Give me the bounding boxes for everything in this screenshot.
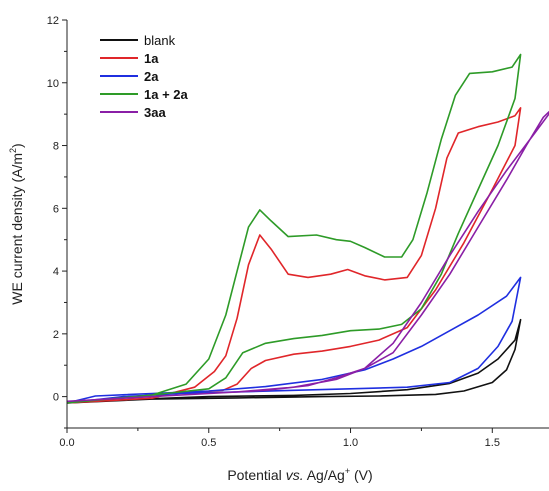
legend: blank 1a 2a 1a + 2a 3aa (100, 33, 189, 120)
series-line-blank (67, 318, 522, 404)
y-tick-label: 2 (53, 329, 59, 341)
y-tick-label: 12 (47, 15, 59, 27)
legend-label: 1a + 2a (144, 87, 189, 102)
series-line-1a (67, 107, 522, 404)
x-axis-title: Potential vs. Ag/Ag+ (V) (227, 466, 372, 483)
axes-layer: 0.0 0.5 1.0 1.5 0 2 4 6 8 10 12 (47, 15, 549, 449)
legend-label: blank (144, 33, 176, 48)
x-tick-label: 0.5 (201, 437, 216, 449)
x-tick-label: 1.0 (343, 437, 358, 449)
y-tick-label: 4 (53, 266, 59, 278)
series-layer (67, 53, 549, 404)
legend-label: 3aa (144, 105, 166, 120)
x-axis-title-part-1: Potential (227, 467, 285, 483)
y-tick-label: 8 (53, 141, 59, 153)
y-tick-label: 0 (53, 392, 59, 404)
y-axis-title-part-1: WE current density (A/m (9, 153, 25, 305)
series-line-3aa (67, 110, 549, 403)
x-tick-label: 1.5 (485, 437, 500, 449)
y-tick-label: 6 (53, 203, 59, 215)
series-line-2a (67, 276, 522, 404)
legend-label: 2a (144, 69, 159, 84)
y-axis-title-superscript: 2 (8, 148, 18, 153)
x-tick-label: 0.0 (59, 437, 74, 449)
legend-label: 1a (144, 51, 159, 66)
x-axis-title-superscript: + (345, 466, 350, 476)
y-tick-label: 10 (47, 78, 59, 90)
y-axis-title-part-3: ) (9, 143, 25, 148)
x-axis-title-part-3: Ag/Ag (304, 467, 345, 483)
x-axis-title-part-5: (V) (350, 467, 373, 483)
x-axis-title-part-2: vs. (286, 467, 304, 483)
y-axis-title: WE current density (A/m2) (8, 143, 25, 304)
series-line-1a-2a (67, 53, 522, 404)
